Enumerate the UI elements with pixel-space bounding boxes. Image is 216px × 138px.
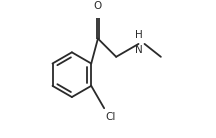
Text: N: N (135, 45, 142, 55)
Text: Cl: Cl (106, 112, 116, 122)
Text: H: H (135, 30, 142, 40)
Text: O: O (94, 1, 102, 11)
